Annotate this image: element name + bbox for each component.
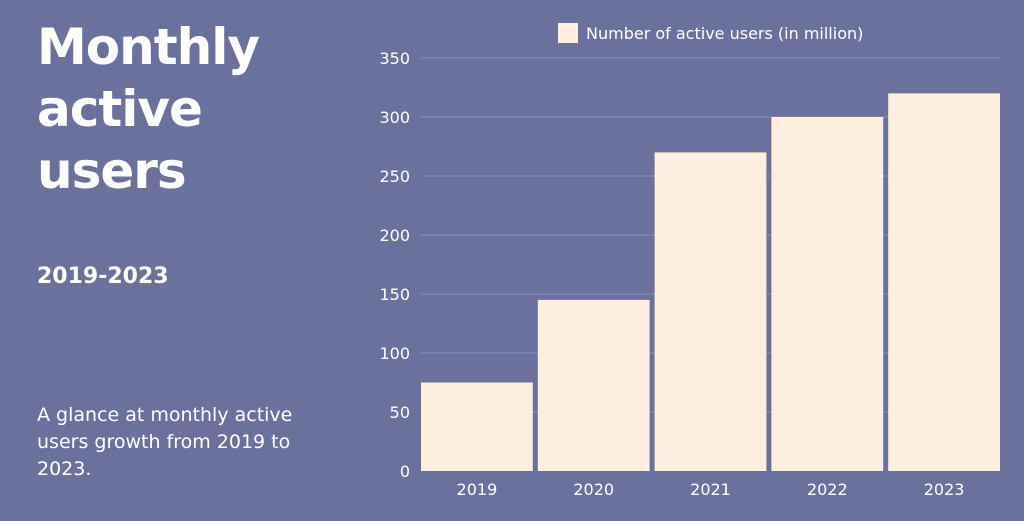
x-tick-label: 2020 bbox=[573, 480, 614, 499]
chart-legend: Number of active users (in million) bbox=[558, 23, 863, 43]
title-line-2: active users bbox=[37, 80, 203, 200]
y-tick-label: 0 bbox=[400, 462, 410, 481]
bar-2021 bbox=[654, 152, 767, 471]
y-axis-ticks: 0 50 100 150 200 250 300 350 bbox=[379, 49, 410, 481]
info-panel: Monthly active users 2019-2023 A glance … bbox=[0, 0, 360, 517]
legend-label: Number of active users (in million) bbox=[586, 24, 863, 43]
bar-2022 bbox=[771, 117, 884, 471]
y-tick-label: 200 bbox=[379, 226, 410, 245]
title-line-1: Monthly bbox=[37, 18, 260, 76]
bar-2019 bbox=[421, 382, 533, 471]
year-range: 2019-2023 bbox=[37, 264, 169, 289]
x-tick-label: 2021 bbox=[690, 480, 731, 499]
legend-swatch bbox=[558, 23, 578, 43]
x-axis-ticks: 2019 2020 2021 2022 2023 bbox=[457, 480, 965, 499]
bar-chart: Number of active users (in million) 0 50 1… bbox=[379, 23, 1000, 499]
x-tick-label: 2023 bbox=[924, 480, 965, 499]
x-tick-label: 2019 bbox=[457, 480, 498, 499]
y-tick-label: 150 bbox=[379, 285, 410, 304]
y-tick-label: 250 bbox=[379, 167, 410, 186]
y-tick-label: 300 bbox=[379, 108, 410, 127]
y-tick-label: 350 bbox=[379, 49, 410, 68]
y-tick-label: 50 bbox=[390, 403, 410, 422]
page-title: Monthly active users bbox=[37, 16, 360, 202]
bar-2020 bbox=[537, 299, 650, 471]
x-tick-label: 2022 bbox=[807, 480, 848, 499]
chart-description: A glance at monthly active users growth … bbox=[37, 404, 293, 480]
bar-2023 bbox=[888, 93, 1000, 472]
y-tick-label: 100 bbox=[379, 344, 410, 363]
bars bbox=[421, 93, 1000, 472]
chart-area: Number of active users (in million) 0 50 1… bbox=[360, 0, 1024, 517]
